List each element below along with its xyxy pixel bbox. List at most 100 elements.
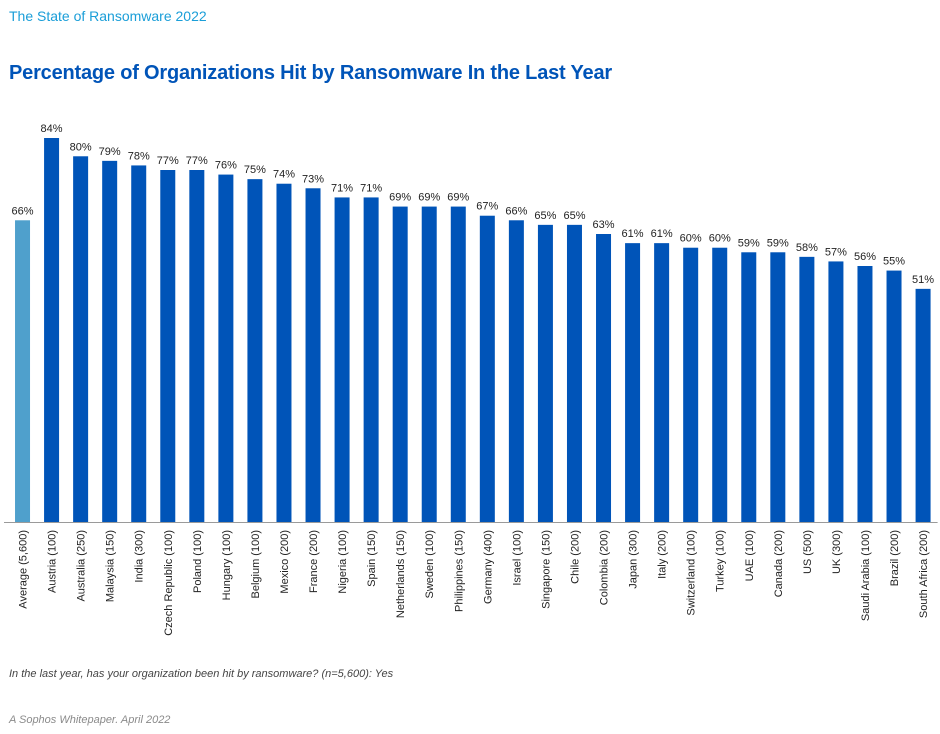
- category-label-26: Canada (200): [773, 530, 785, 597]
- category-label-30: Brazil (200): [889, 530, 901, 586]
- bar-23: [683, 247, 699, 522]
- bar-4: [131, 165, 147, 522]
- bar-14: [421, 206, 437, 523]
- category-label-10: France (200): [308, 530, 320, 593]
- value-label-29: 56%: [854, 251, 876, 263]
- bar-27: [799, 256, 815, 522]
- category-label-19: Chile (200): [569, 530, 581, 584]
- value-label-9: 74%: [273, 169, 295, 181]
- category-label-31: South Africa (200): [918, 530, 930, 618]
- category-label-1: Austria (100): [47, 530, 59, 593]
- bar-9: [276, 183, 292, 522]
- bar-19: [566, 224, 582, 522]
- bar-30: [886, 270, 902, 522]
- value-label-12: 71%: [360, 182, 382, 194]
- chart-title: Percentage of Organizations Hit by Ranso…: [9, 62, 612, 84]
- bar-13: [392, 206, 408, 523]
- bar-29: [857, 266, 873, 522]
- value-label-14: 69%: [418, 192, 440, 204]
- bar-26: [770, 252, 786, 523]
- value-label-24: 60%: [709, 233, 731, 245]
- bar-11: [334, 197, 350, 522]
- category-label-7: Hungary (100): [221, 530, 233, 600]
- value-label-6: 77%: [186, 155, 208, 167]
- category-label-13: Netherlands (150): [395, 530, 407, 618]
- value-label-10: 73%: [302, 173, 324, 185]
- bar-3: [102, 160, 118, 522]
- value-label-13: 69%: [389, 192, 411, 204]
- bar-25: [741, 252, 757, 523]
- value-label-21: 61%: [622, 228, 644, 240]
- value-label-30: 55%: [883, 256, 905, 268]
- category-label-14: Sweden (100): [424, 530, 436, 599]
- category-label-17: Israel (100): [511, 530, 523, 586]
- category-label-28: UK (300): [831, 530, 843, 574]
- category-label-20: Colombia (200): [599, 530, 611, 605]
- value-label-20: 63%: [593, 219, 615, 231]
- bar-18: [537, 224, 553, 522]
- bar-1: [44, 138, 60, 522]
- category-label-24: Turkey (100): [715, 530, 727, 592]
- category-label-3: Malaysia (150): [105, 530, 117, 602]
- report-header: The State of Ransomware 2022: [9, 8, 207, 24]
- category-label-15: Philippines (150): [453, 530, 465, 612]
- bar-20: [596, 234, 612, 522]
- category-label-27: US (500): [802, 530, 814, 574]
- category-label-21: Japan (300): [628, 530, 640, 589]
- value-label-0: 66%: [12, 205, 34, 217]
- source-footer: A Sophos Whitepaper. April 2022: [9, 714, 171, 726]
- bar-10: [305, 188, 321, 523]
- value-label-7: 76%: [215, 160, 237, 172]
- value-label-28: 57%: [825, 246, 847, 258]
- category-label-5: Czech Republic (100): [163, 530, 175, 636]
- category-labels-group: Average (5,600) Austria (100) Australia (2…: [18, 530, 931, 636]
- value-label-8: 75%: [244, 164, 266, 176]
- bar-16: [479, 215, 495, 522]
- category-label-6: Poland (100): [192, 530, 204, 593]
- value-label-18: 65%: [534, 210, 556, 222]
- survey-question-note: In the last year, has your organization …: [9, 668, 394, 680]
- bar-17: [508, 220, 524, 523]
- category-label-16: Germany (400): [482, 530, 494, 604]
- bar-28: [828, 261, 844, 522]
- value-label-25: 59%: [738, 237, 760, 249]
- bar-7: [218, 174, 234, 523]
- value-label-16: 67%: [476, 201, 498, 213]
- value-labels-group: 66% 84% 80% 79% 78% 77% 77% 76% 75% 74% 73% 71% 71% 6…: [12, 123, 935, 286]
- bar-24: [712, 247, 728, 522]
- category-label-25: UAE (100): [744, 530, 756, 581]
- bar-0: [15, 220, 31, 523]
- value-label-11: 71%: [331, 182, 353, 194]
- value-label-19: 65%: [563, 210, 585, 222]
- category-label-29: Saudi Arabia (100): [860, 530, 872, 621]
- category-label-4: India (300): [134, 530, 146, 583]
- bar-chart: 66% 84% 80% 79% 78% 77% 77% 76% 75% 74% 73% 71% 71% 6…: [4, 123, 938, 636]
- bar-22: [654, 243, 670, 522]
- category-label-12: Spain (150): [366, 530, 378, 587]
- value-label-22: 61%: [651, 228, 673, 240]
- bar-5: [160, 170, 176, 522]
- category-label-23: Switzerland (100): [686, 530, 698, 616]
- category-label-2: Australia (250): [76, 530, 88, 602]
- bar-8: [247, 179, 263, 522]
- value-label-1: 84%: [41, 123, 63, 135]
- bar-31: [915, 288, 931, 522]
- value-label-4: 78%: [128, 150, 150, 162]
- value-label-5: 77%: [157, 155, 179, 167]
- value-label-27: 58%: [796, 242, 818, 254]
- value-label-2: 80%: [70, 141, 92, 153]
- value-label-17: 66%: [505, 205, 527, 217]
- bar-21: [625, 243, 641, 522]
- bar-15: [450, 206, 466, 523]
- category-label-11: Nigeria (100): [337, 530, 349, 594]
- bar-6: [189, 170, 205, 522]
- value-label-31: 51%: [912, 274, 934, 286]
- bar-12: [363, 197, 379, 522]
- bar-2: [73, 156, 89, 523]
- value-label-15: 69%: [447, 192, 469, 204]
- value-label-23: 60%: [680, 233, 702, 245]
- value-label-3: 79%: [99, 146, 121, 158]
- bars-group: [15, 138, 931, 523]
- value-label-26: 59%: [767, 237, 789, 249]
- category-label-22: Italy (200): [657, 530, 669, 579]
